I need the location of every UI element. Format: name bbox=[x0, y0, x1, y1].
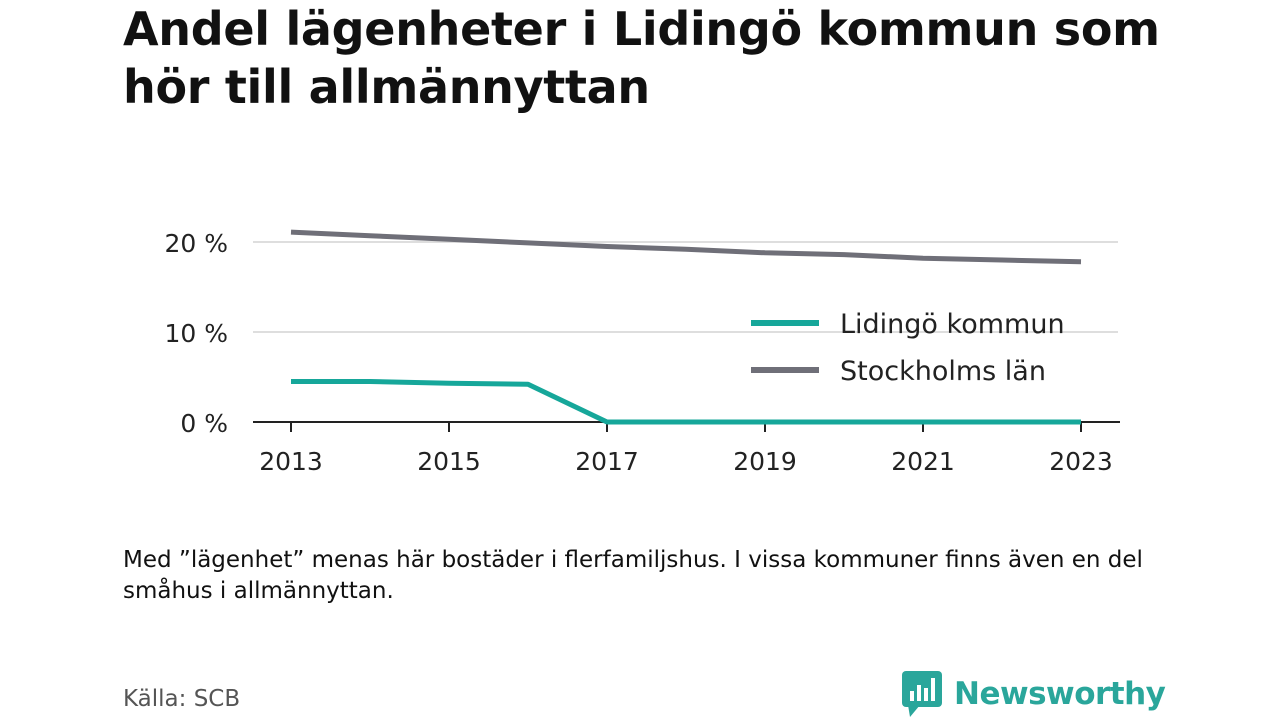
series-line-1 bbox=[290, 229, 1082, 265]
brand-logo: Newsworthy bbox=[902, 670, 1166, 718]
x-tick-label: 2015 bbox=[417, 447, 481, 476]
chart-note: Med ”lägenhet” menas här bostäder i fler… bbox=[123, 547, 1143, 604]
x-axis-ticks: 2013 2015 2017 2019 2021 2023 bbox=[259, 422, 1113, 476]
y-tick-label: 10 % bbox=[164, 319, 228, 348]
x-tick-label: 2013 bbox=[259, 447, 323, 476]
legend-label: Stockholms län bbox=[840, 356, 1046, 387]
brand-name: Newsworthy bbox=[954, 676, 1166, 712]
source-label: Källa: SCB bbox=[123, 686, 241, 712]
bar-chart-speech-bubble-icon bbox=[902, 671, 942, 717]
x-tick-label: 2019 bbox=[733, 447, 797, 476]
chart-title: Andel lägenheter i Lidingö kommun som hö… bbox=[123, 2, 1160, 114]
x-tick-label: 2021 bbox=[891, 447, 955, 476]
y-tick-label: 20 % bbox=[164, 229, 228, 258]
line-chart: 0 % 10 % 20 % 2013 2015 2017 2019 2021 2023 Lid… bbox=[164, 229, 1120, 476]
gridlines bbox=[253, 241, 1118, 333]
legend: Lidingö kommun Stockholms län bbox=[751, 309, 1065, 387]
x-tick-label: 2017 bbox=[575, 447, 639, 476]
series-line-0 bbox=[291, 379, 1081, 425]
x-tick-label: 2023 bbox=[1049, 447, 1113, 476]
series-lines bbox=[290, 229, 1082, 425]
legend-label: Lidingö kommun bbox=[840, 309, 1065, 340]
y-axis-ticks: 0 % 10 % 20 % bbox=[164, 229, 228, 438]
y-tick-label: 0 % bbox=[180, 409, 228, 438]
